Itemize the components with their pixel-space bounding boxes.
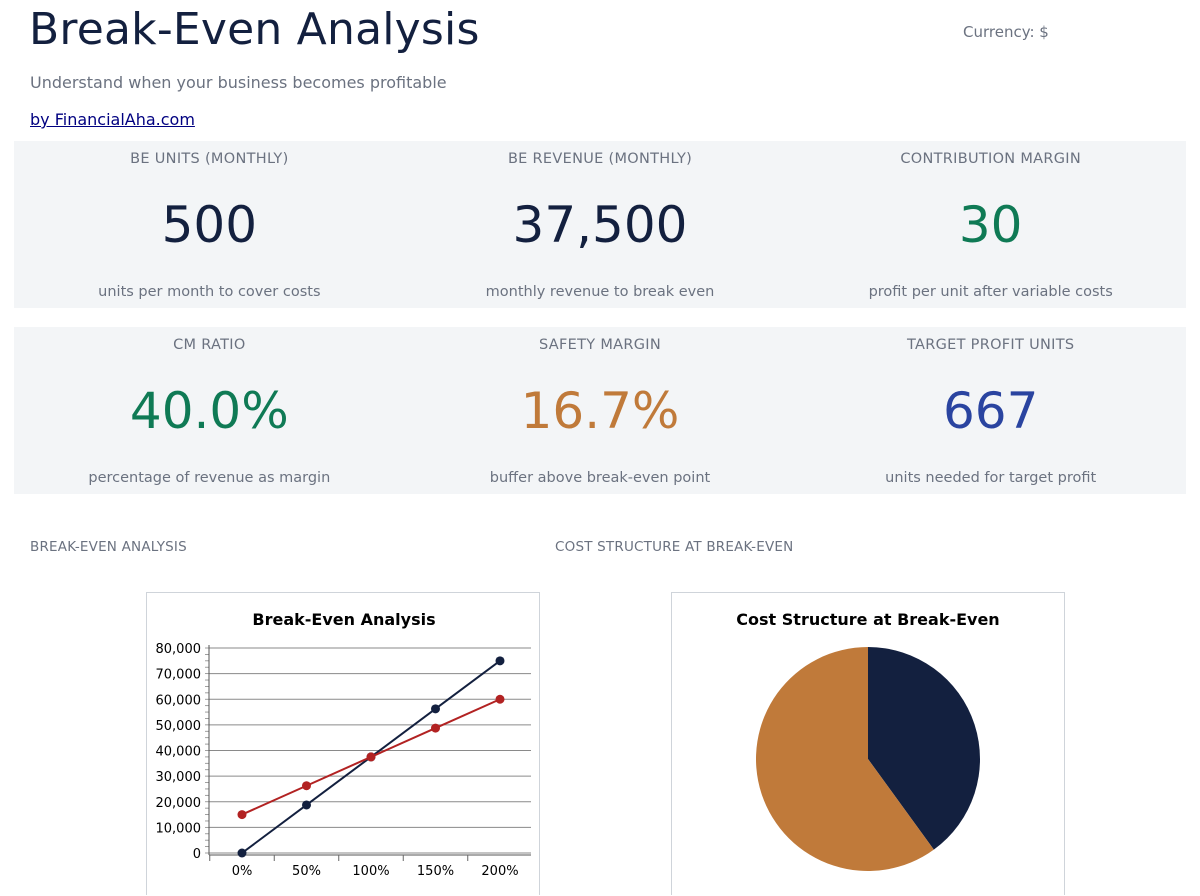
kpi-safety-margin: SAFETY MARGIN 16.7% buffer above break-e… xyxy=(405,327,796,494)
kpi-label: CM RATIO xyxy=(173,337,246,353)
chart-title: Break-Even Analysis xyxy=(252,610,435,629)
kpi-label: BE REVENUE (MONTHLY) xyxy=(507,151,693,167)
kpi-value: 667 xyxy=(942,382,1039,440)
y-tick-label: 40,000 xyxy=(156,745,202,760)
x-tick-label: 200% xyxy=(481,864,518,879)
kpi-description: percentage of revenue as margin xyxy=(88,470,331,486)
kpi-value: 500 xyxy=(161,196,258,254)
kpi-row-bottom: CM RATIO 40.0% percentage of revenue as … xyxy=(14,327,1186,494)
kpi-description: monthly revenue to break even xyxy=(485,284,715,300)
kpi-cm-ratio: CM RATIO 40.0% percentage of revenue as … xyxy=(14,327,405,494)
kpi-label: BE UNITS (MONTHLY) xyxy=(130,151,289,167)
data-point xyxy=(431,723,440,733)
y-tick-label: 70,000 xyxy=(156,668,202,683)
data-point xyxy=(237,848,247,858)
kpi-contribution-margin: CONTRIBUTION MARGIN 30 profit per unit a… xyxy=(795,141,1186,308)
kpi-value: 40.0% xyxy=(129,382,289,440)
data-point xyxy=(302,800,311,810)
kpi-value: 16.7% xyxy=(520,382,680,440)
kpi-value: 37,500 xyxy=(512,196,688,254)
x-tick-label: 100% xyxy=(352,864,389,879)
kpi-label: TARGET PROFIT UNITS xyxy=(906,337,1075,353)
kpi-description: buffer above break-even point xyxy=(489,470,711,486)
section-label-break-even: BREAK-EVEN ANALYSIS xyxy=(30,539,187,555)
x-tick-label: 0% xyxy=(232,864,253,879)
y-tick-label: 20,000 xyxy=(156,796,202,811)
pie-slice xyxy=(868,647,980,850)
break-even-chart: Break-Even Analysis 0 10,000 20,000 30,000 40… xyxy=(146,592,540,895)
x-tick-label: 150% xyxy=(417,864,454,879)
page-subtitle: Understand when your business becomes pr… xyxy=(30,73,447,92)
cost-structure-chart: Cost Structure at Break-Even xyxy=(671,592,1065,895)
kpi-be-revenue: BE REVENUE (MONTHLY) 37,500 monthly reve… xyxy=(405,141,796,308)
data-point xyxy=(302,781,311,791)
y-tick-label: 50,000 xyxy=(156,719,202,734)
data-point xyxy=(495,656,505,666)
y-tick-label: 0 xyxy=(193,847,201,862)
data-point xyxy=(237,810,247,820)
x-tick-label: 50% xyxy=(292,864,321,879)
pie-slice xyxy=(755,647,934,871)
chart-title: Cost Structure at Break-Even xyxy=(736,610,999,629)
cost-structure-chart-svg: Cost Structure at Break-Even xyxy=(736,610,1000,871)
kpi-value: 30 xyxy=(958,196,1023,254)
byline-link[interactable]: by FinancialAha.com xyxy=(30,110,195,129)
section-label-cost-structure: COST STRUCTURE AT BREAK-EVEN xyxy=(555,539,794,555)
kpi-row-top: BE UNITS (MONTHLY) 500 units per month t… xyxy=(14,141,1186,308)
y-tick-label: 10,000 xyxy=(156,821,202,836)
y-tick-label: 80,000 xyxy=(156,642,202,657)
kpi-description: profit per unit after variable costs xyxy=(868,284,1113,300)
break-even-chart-svg: Break-Even Analysis 0 10,000 20,000 30,000 40… xyxy=(156,610,531,879)
data-point xyxy=(366,752,376,762)
kpi-target-profit-units: TARGET PROFIT UNITS 667 units needed for… xyxy=(795,327,1186,494)
y-tick-label: 30,000 xyxy=(156,770,202,785)
kpi-description: units needed for target profit xyxy=(885,470,1097,486)
y-tick-label: 60,000 xyxy=(156,693,202,708)
kpi-description: units per month to cover costs xyxy=(98,284,321,300)
page-title: Break-Even Analysis xyxy=(29,4,480,55)
data-point xyxy=(431,704,440,714)
kpi-be-units: BE UNITS (MONTHLY) 500 units per month t… xyxy=(14,141,405,308)
kpi-label: SAFETY MARGIN xyxy=(539,337,661,353)
data-point xyxy=(495,694,505,704)
currency-indicator: Currency: $ xyxy=(963,23,1049,41)
kpi-label: CONTRIBUTION MARGIN xyxy=(900,151,1082,167)
